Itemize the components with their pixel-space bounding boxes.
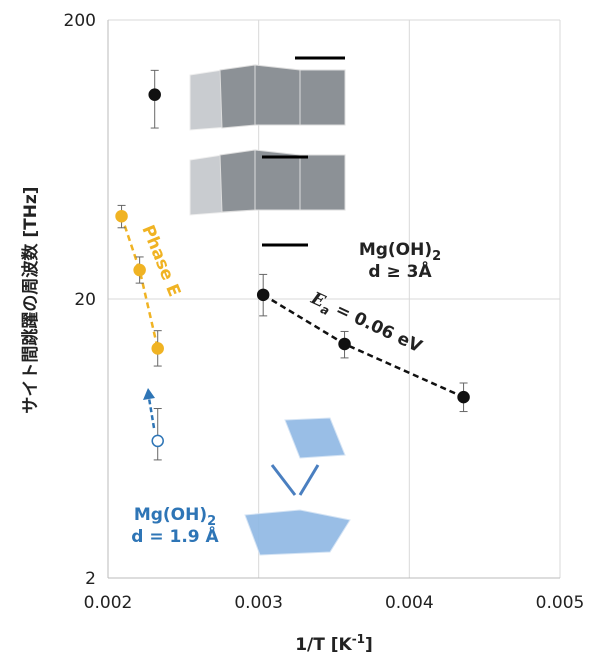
point	[151, 342, 164, 355]
x-axis-label-end: ]	[365, 635, 373, 655]
mg-sub: 2	[432, 249, 441, 264]
arrow	[147, 397, 156, 429]
arrow-head	[143, 388, 155, 400]
mg-label: Mg(OH)2	[359, 240, 441, 264]
mg-line2: d = 1.9 Å	[131, 524, 219, 547]
point	[256, 288, 270, 302]
x-axis-label-sup: -1	[352, 632, 365, 646]
structure-thin	[244, 417, 351, 556]
point	[148, 88, 161, 101]
point	[457, 390, 470, 404]
x-axis-label: 1/T [K-1]	[295, 632, 373, 655]
y-axis-label: サイト間跳躍の周波数 [THz]	[20, 186, 41, 413]
x-tick-label: 0.002	[84, 593, 133, 613]
point	[338, 337, 351, 351]
x-tick-label: 0.005	[536, 593, 585, 613]
point	[151, 434, 164, 448]
fit-line	[120, 215, 159, 349]
point	[115, 209, 128, 223]
x-tick-label: 0.003	[234, 593, 283, 613]
structure-thick	[189, 56, 346, 247]
y-tick-label: 2	[85, 569, 96, 589]
mg-text: Mg(OH)	[359, 240, 432, 260]
x-tick-label: 0.004	[385, 593, 434, 613]
x-axis-label-text: 1/T [K	[295, 635, 352, 655]
point	[133, 263, 146, 277]
mg-text: Mg(OH)	[134, 505, 207, 525]
y-tick-label: 200	[64, 11, 96, 31]
mg-sub: 2	[207, 514, 216, 529]
mg-line2: d ≥ 3Å	[368, 259, 432, 282]
mg-label: Mg(OH)2	[134, 505, 216, 529]
y-tick-label: 20	[74, 290, 96, 310]
